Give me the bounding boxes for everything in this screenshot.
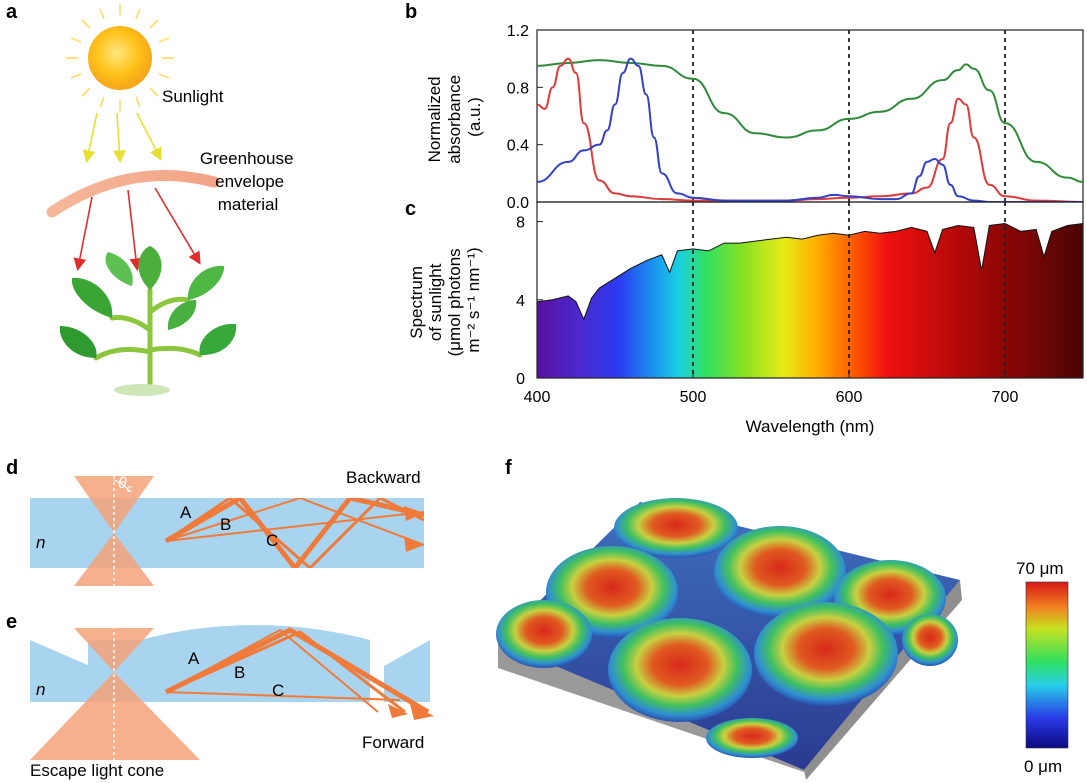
panel-a: a Sunlight Greenhouse envelope mat bbox=[6, 1, 298, 396]
envelope-label: Greenhouse envelope material bbox=[200, 149, 298, 214]
b-y-ticks: 0.0 0.4 0.8 1.2 bbox=[507, 23, 543, 212]
ray-label-c-d: C bbox=[266, 531, 278, 550]
rays-e bbox=[164, 627, 430, 715]
transmitted-light-arrows bbox=[73, 187, 201, 272]
ray-label-c-e: C bbox=[272, 681, 284, 700]
rays-d bbox=[164, 498, 424, 568]
b-series-line-2 bbox=[537, 57, 1083, 202]
ray-label-a-d: A bbox=[180, 503, 192, 522]
height-scale-bar bbox=[1025, 581, 1069, 749]
ray-heads-e bbox=[388, 704, 434, 720]
escape-cone-e bbox=[30, 628, 200, 760]
b-ytick-label-1: 0.4 bbox=[507, 138, 529, 155]
scale-top-label: 70 μm bbox=[1016, 559, 1064, 578]
plant-icon bbox=[59, 246, 237, 396]
c-xtick-label-1: 500 bbox=[680, 389, 707, 406]
c-ytick-label-2: 8 bbox=[516, 215, 525, 232]
envelope-arch bbox=[46, 169, 220, 218]
c-spectrum-area bbox=[537, 222, 1083, 378]
backward-label: Backward bbox=[346, 468, 421, 487]
c-xlabel: Wavelength (nm) bbox=[746, 417, 875, 436]
b-ylabel: Normalized absorbance (a.u.) bbox=[425, 70, 484, 164]
c-xtick-label-0: 400 bbox=[524, 389, 551, 406]
panel-d: d θc A B C n Backward bbox=[6, 457, 424, 590]
escape-light-cone-label: Escape light cone bbox=[30, 761, 164, 780]
b-ytick-label-3: 1.2 bbox=[507, 23, 529, 40]
b-guide-lines bbox=[692, 30, 1006, 202]
c-spectrum-edge bbox=[537, 222, 1083, 321]
panel-c: c 0 4 8 400 500 600 700 Wavelength (nm) Spect… bbox=[405, 198, 1084, 436]
sunlight-label: Sunlight bbox=[162, 87, 224, 106]
panel-e: e A B C n Forward Escape light cone bbox=[6, 611, 434, 780]
panel-label-f: f bbox=[505, 457, 512, 479]
sun-icon bbox=[66, 4, 174, 111]
scale-bottom-label: 0 μm bbox=[1024, 757, 1062, 776]
panel-label-e: e bbox=[6, 611, 17, 633]
c-ytick-label-1: 4 bbox=[516, 293, 525, 310]
panel-f: f 70 μm 0 μm bbox=[496, 457, 1069, 780]
microlens-array-3d bbox=[496, 498, 962, 780]
ray-label-b-d: B bbox=[220, 515, 231, 534]
panel-label-b: b bbox=[405, 1, 417, 23]
refractive-index-d: n bbox=[36, 533, 45, 552]
ray-label-b-e: B bbox=[234, 663, 245, 682]
c-guide-lines bbox=[692, 202, 1006, 378]
b-ytick-label-0: 0.0 bbox=[507, 195, 529, 212]
panel-label-c: c bbox=[405, 198, 416, 220]
incoming-sunlight-arrows bbox=[82, 112, 162, 164]
b-series bbox=[537, 57, 1083, 202]
panel-label-a: a bbox=[6, 1, 18, 23]
critical-angle-label: θc bbox=[118, 475, 133, 495]
panel-label-d: d bbox=[6, 457, 18, 479]
b-ytick-label-2: 0.8 bbox=[507, 80, 529, 97]
refractive-index-e: n bbox=[36, 680, 45, 699]
c-ytick-label-0: 0 bbox=[516, 371, 525, 388]
plot-frame-c bbox=[536, 201, 1084, 379]
forward-label: Forward bbox=[362, 733, 424, 752]
b-series-line-1 bbox=[537, 57, 1083, 202]
c-y-ticks: 0 4 8 bbox=[516, 215, 543, 388]
planar-waveguide bbox=[30, 498, 424, 568]
ray-label-a-e: A bbox=[188, 649, 200, 668]
plot-frame-b bbox=[536, 29, 1084, 203]
ray-heads-d bbox=[404, 506, 424, 552]
b-series-line-0 bbox=[537, 59, 1083, 183]
c-spectrum-fill bbox=[537, 223, 1083, 378]
panel-b: b 0.0 0.4 0.8 1.2 Normalized absorbance (a.… bbox=[405, 1, 1084, 212]
c-xtick-label-2: 600 bbox=[836, 389, 863, 406]
c-ylabel: Spectrum of sunlight (μmol photons m⁻² s… bbox=[407, 244, 483, 357]
c-xtick-label-3: 700 bbox=[992, 389, 1019, 406]
c-x-ticks: 400 500 600 700 bbox=[524, 372, 1019, 406]
angle-arc bbox=[113, 479, 131, 493]
